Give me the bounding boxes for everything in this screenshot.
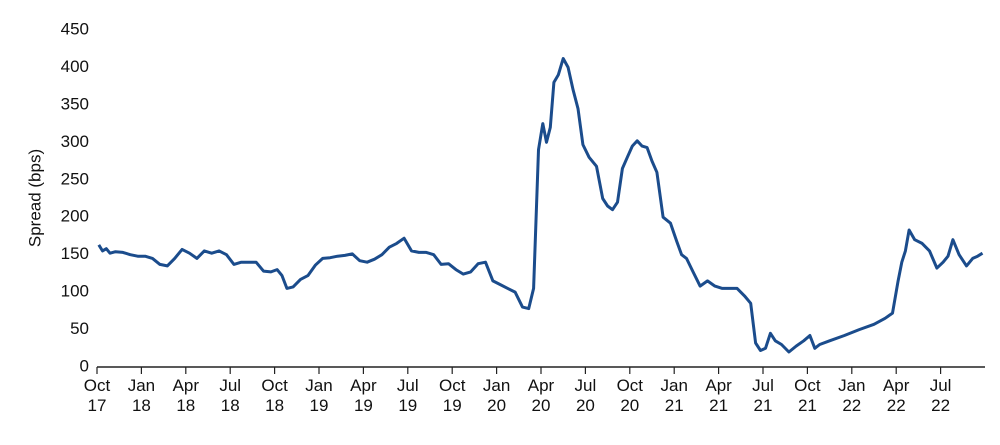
- x-tick-label: Jul 21: [752, 376, 774, 415]
- y-tick-label: 250: [61, 169, 89, 188]
- y-tick-label: 300: [61, 132, 89, 151]
- x-tick-label: Apr 22: [883, 376, 910, 415]
- y-tick-label: 50: [70, 319, 89, 338]
- x-tick-label: Jan 19: [305, 376, 332, 415]
- x-tick-label: Oct 19: [439, 376, 466, 415]
- x-tick-label: Jul 19: [397, 376, 419, 415]
- y-axis-label: Spread (bps): [25, 149, 44, 247]
- y-tick-label: 350: [61, 94, 89, 113]
- series-line: [97, 57, 984, 354]
- y-tick-label: 100: [61, 282, 89, 301]
- y-tick-label: 450: [61, 19, 89, 38]
- x-tick-label: Oct 20: [617, 376, 644, 415]
- y-tick-label: 400: [61, 57, 89, 76]
- x-tick-label: Oct 18: [261, 376, 288, 415]
- x-tick-label: Jul 22: [930, 376, 952, 415]
- y-tick-label: 0: [80, 356, 89, 375]
- x-tick-label: Apr 19: [350, 376, 377, 415]
- x-tick-label: Apr 20: [528, 376, 555, 415]
- x-tick-label: Jul 18: [219, 376, 241, 415]
- x-tick-label: Jan 21: [660, 376, 687, 415]
- x-tick-label: Apr 21: [705, 376, 732, 415]
- y-tick-label: 200: [61, 207, 89, 226]
- x-tick-label: Jan 18: [128, 376, 155, 415]
- x-tick-label: Oct 17: [84, 376, 111, 415]
- x-tick-label: Oct 21: [794, 376, 821, 415]
- x-tick-label: Jan 20: [483, 376, 510, 415]
- x-tick-label: Jan 22: [838, 376, 865, 415]
- x-tick-label: Jul 20: [575, 376, 597, 415]
- y-tick-label: 150: [61, 244, 89, 263]
- x-tick-label: Apr 18: [173, 376, 200, 415]
